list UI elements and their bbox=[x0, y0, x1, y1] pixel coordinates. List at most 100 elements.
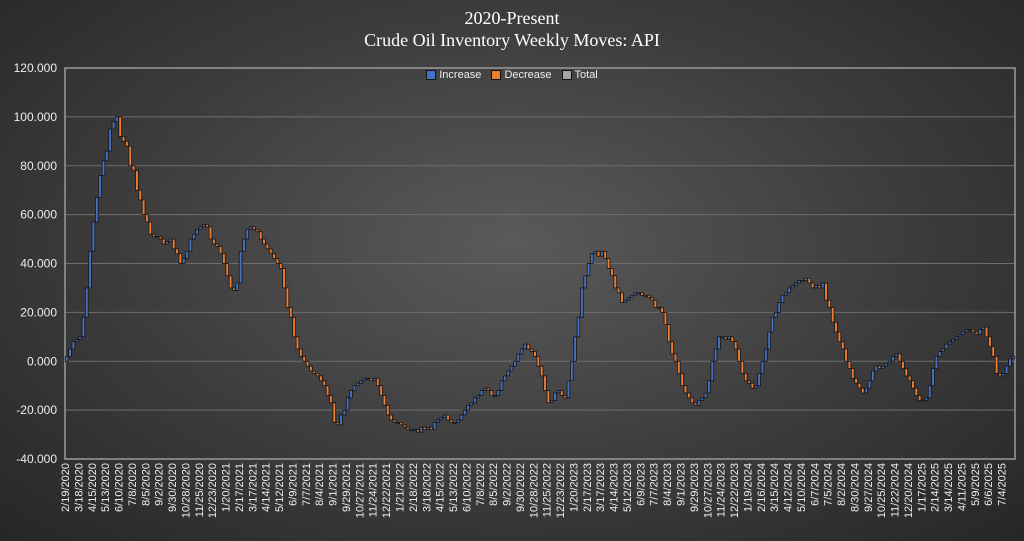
decrease-bar bbox=[375, 377, 380, 387]
increase-bar bbox=[426, 426, 430, 431]
x-tick-label: 4/11/2025 bbox=[956, 463, 968, 511]
decrease-bar bbox=[533, 351, 537, 357]
x-tick-label: 7/8/2022 bbox=[475, 463, 487, 506]
legend: Increase Decrease Total bbox=[0, 69, 1024, 81]
increase-bar bbox=[753, 385, 758, 389]
increase-bar bbox=[452, 421, 457, 424]
decrease-bar bbox=[854, 377, 858, 384]
increase-bar bbox=[519, 348, 524, 355]
increase-bar bbox=[774, 311, 778, 318]
decrease-bar bbox=[309, 365, 313, 372]
increase-bar bbox=[188, 238, 193, 252]
x-tick-label: 4/12/2024 bbox=[783, 463, 795, 512]
x-tick-label: 11/25/2020 bbox=[194, 463, 206, 517]
x-tick-label: 4/15/2022 bbox=[435, 463, 447, 512]
decrease-bar bbox=[663, 311, 668, 325]
increase-bar bbox=[951, 338, 955, 343]
increase-bar bbox=[409, 429, 413, 432]
decrease-bar bbox=[901, 360, 905, 369]
increase-bar bbox=[1011, 355, 1016, 360]
x-tick-label: 5/12/2023 bbox=[622, 463, 634, 512]
decrease-bar bbox=[971, 329, 975, 333]
increase-bar bbox=[459, 414, 464, 421]
increase-bar bbox=[115, 116, 119, 123]
x-tick-label: 6/10/2020 bbox=[114, 463, 126, 512]
y-tick-label: -40.000 bbox=[16, 452, 57, 466]
increase-bar bbox=[509, 365, 514, 372]
y-tick-label: -20.000 bbox=[16, 403, 57, 417]
increase-bar bbox=[499, 380, 504, 391]
increase-bar bbox=[797, 280, 802, 284]
decrease-bar bbox=[683, 385, 688, 394]
decrease-bar bbox=[299, 348, 303, 357]
decrease-bar bbox=[559, 390, 564, 396]
decrease-bar bbox=[810, 282, 815, 289]
increase-bar bbox=[633, 292, 638, 296]
decrease-bar bbox=[125, 140, 129, 147]
decrease-bar bbox=[861, 387, 865, 394]
increase-bar bbox=[242, 238, 246, 252]
decrease-bar bbox=[847, 360, 852, 369]
decrease-bar bbox=[392, 419, 397, 423]
decrease-bar bbox=[369, 377, 373, 382]
increase-bar bbox=[727, 336, 731, 340]
increase-bar bbox=[964, 329, 969, 333]
y-tick-label: 60.000 bbox=[20, 208, 57, 222]
x-tick-label: 1/20/2021 bbox=[221, 463, 233, 512]
x-tick-label: 10/27/2021 bbox=[354, 463, 366, 518]
increase-bar bbox=[456, 419, 460, 423]
x-tick-label: 1/19/2024 bbox=[742, 463, 754, 512]
increase-bar bbox=[794, 282, 798, 286]
increase-bar bbox=[469, 402, 474, 406]
x-tick-label: 5/13/2020 bbox=[100, 463, 112, 512]
x-tick-label: 4/14/2021 bbox=[261, 463, 273, 512]
x-tick-label: 9/1/2021 bbox=[328, 463, 340, 506]
increase-bar bbox=[349, 390, 353, 399]
decrease-bar bbox=[218, 245, 223, 255]
legend-label-increase: Increase bbox=[439, 69, 482, 81]
increase-bar bbox=[503, 375, 507, 382]
increase-bar bbox=[553, 392, 557, 401]
increase-bar bbox=[881, 365, 885, 369]
x-tick-label: 10/28/2022 bbox=[528, 463, 540, 518]
increase-bar bbox=[71, 341, 76, 350]
y-tick-label: 100.000 bbox=[14, 110, 58, 124]
increase-bar bbox=[570, 360, 574, 382]
decrease-bar bbox=[733, 341, 738, 350]
increase-bar bbox=[954, 336, 959, 340]
x-tick-label: 9/29/2023 bbox=[689, 463, 701, 512]
x-tick-label: 7/8/2020 bbox=[127, 463, 139, 506]
increase-bar bbox=[864, 387, 868, 394]
decrease-bar bbox=[687, 392, 691, 399]
x-tick-label: 2/19/2020 bbox=[60, 463, 72, 512]
decrease-bar bbox=[827, 299, 832, 308]
decrease-bar bbox=[613, 275, 618, 289]
legend-item-decrease: Decrease bbox=[491, 69, 552, 81]
x-tick-label: 11/25/2022 bbox=[542, 463, 554, 517]
increase-bar bbox=[804, 277, 808, 282]
increase-bar bbox=[483, 387, 487, 391]
x-tick-label: 6/7/2024 bbox=[809, 463, 821, 506]
decrease-bar bbox=[325, 385, 330, 396]
decrease-bar bbox=[175, 248, 179, 255]
decrease-bar bbox=[449, 419, 454, 423]
increase-bar bbox=[202, 223, 206, 228]
increase-bar bbox=[91, 221, 96, 252]
x-tick-label: 7/7/2023 bbox=[649, 463, 661, 506]
chart-title: 2020-Present bbox=[464, 8, 560, 28]
decrease-bar bbox=[673, 353, 678, 362]
x-tick-label: 8/4/2023 bbox=[662, 463, 674, 506]
increase-bar bbox=[185, 250, 189, 260]
increase-bar bbox=[566, 380, 571, 399]
x-tick-label: 1/17/2025 bbox=[916, 463, 928, 512]
increase-bar bbox=[64, 355, 69, 362]
increase-bar bbox=[359, 380, 363, 384]
increase-bar bbox=[800, 280, 805, 283]
increase-bar bbox=[636, 292, 641, 295]
increase-bar bbox=[245, 228, 250, 240]
x-tick-label: 3/14/2025 bbox=[943, 463, 955, 512]
decrease-bar bbox=[228, 275, 233, 289]
x-tick-label: 9/30/2022 bbox=[515, 463, 527, 512]
decrease-bar bbox=[278, 263, 283, 269]
x-tick-label: 1/21/2022 bbox=[395, 463, 407, 512]
